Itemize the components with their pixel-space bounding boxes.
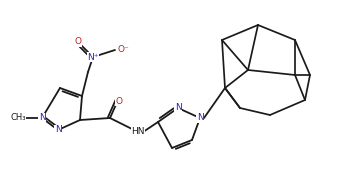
Text: O: O bbox=[116, 97, 122, 105]
Text: CH₃: CH₃ bbox=[10, 114, 26, 122]
Text: HN: HN bbox=[131, 128, 145, 136]
Text: N: N bbox=[39, 114, 45, 122]
Text: O: O bbox=[75, 37, 81, 46]
Text: N: N bbox=[55, 125, 61, 135]
Text: O⁻: O⁻ bbox=[118, 46, 130, 54]
Text: N⁺: N⁺ bbox=[87, 53, 99, 61]
Text: N: N bbox=[175, 104, 181, 112]
Text: N: N bbox=[197, 114, 203, 122]
